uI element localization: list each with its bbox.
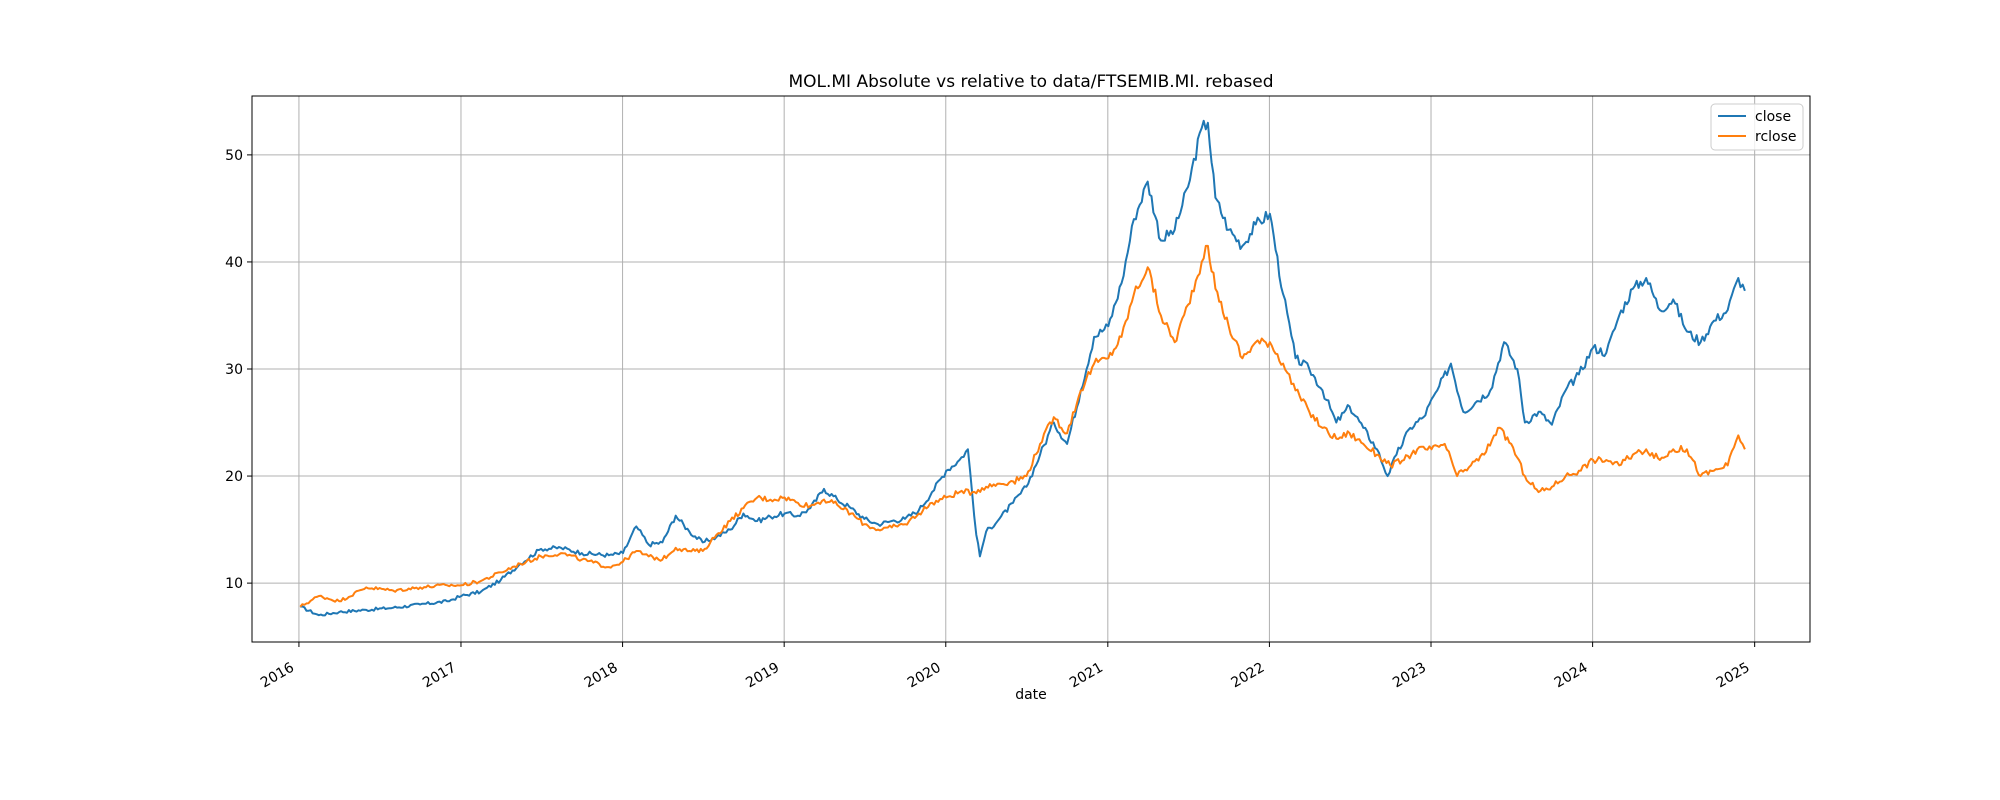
legend-label-rclose: rclose [1755,129,1797,145]
x-axis: 2016 2017 2018 2019 2020 2021 2022 2023 2024 2025 [258,642,1756,692]
y-tick-label: 20 [225,469,243,485]
y-tick-label: 40 [225,255,243,271]
x-tick-label: 2017 [420,660,459,692]
series-line-close [300,119,1746,617]
y-tick-label: 10 [225,576,243,592]
y-axis: 10 20 30 40 50 [225,148,252,592]
chart-title: MOL.MI Absolute vs relative to data/FTSE… [788,72,1273,92]
legend-label-close: close [1755,109,1791,125]
x-tick-label: 2018 [582,660,621,692]
series-line-rclose [299,244,1746,608]
x-tick-label: 2025 [1714,660,1753,692]
x-tick-label: 2024 [1552,660,1591,692]
x-axis-label: date [1015,687,1047,703]
x-tick-label: 2016 [258,660,297,692]
grid [252,96,1810,642]
series-layer [299,119,1746,617]
x-tick-label: 2019 [743,660,782,692]
x-tick-label: 2022 [1229,660,1268,692]
x-tick-label: 2020 [905,660,944,692]
x-tick-label: 2023 [1390,660,1429,692]
legend: close rclose [1710,103,1804,151]
x-tick-label: 2021 [1067,660,1106,692]
y-tick-label: 30 [225,362,243,378]
y-tick-label: 50 [225,148,243,164]
